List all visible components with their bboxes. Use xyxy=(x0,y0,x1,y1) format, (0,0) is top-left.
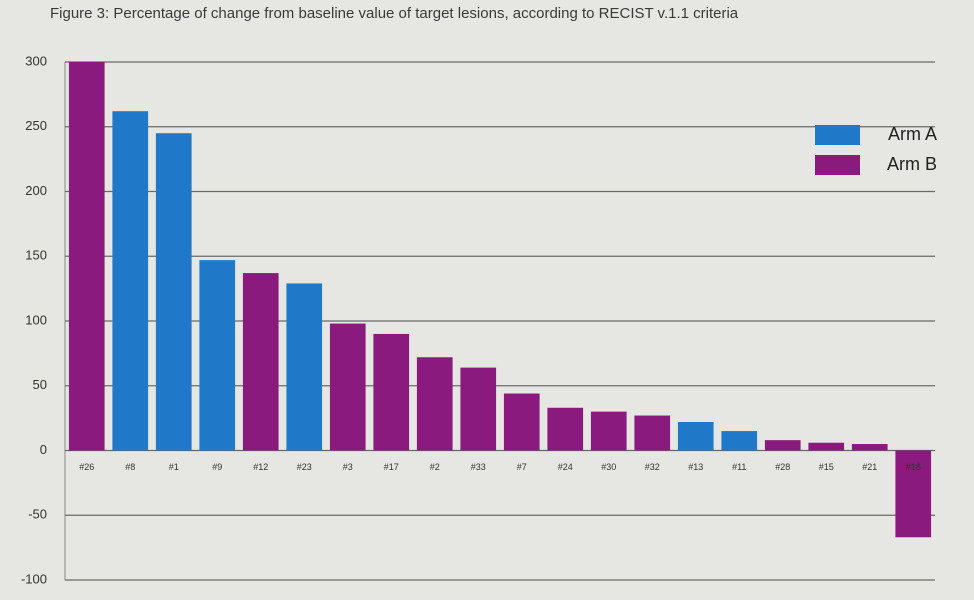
y-tick-label: -100 xyxy=(21,571,47,586)
bar xyxy=(286,283,323,451)
y-tick-label: 0 xyxy=(40,442,47,457)
bar xyxy=(112,111,149,451)
bar xyxy=(416,357,453,451)
legend-label: Arm A xyxy=(888,124,937,144)
x-tick-label: #17 xyxy=(384,462,399,472)
bar xyxy=(68,62,105,451)
x-tick-label: #2 xyxy=(430,462,440,472)
x-tick-label: #15 xyxy=(819,462,834,472)
legend-label: Arm B xyxy=(887,154,937,174)
bar xyxy=(590,411,627,451)
legend-swatch xyxy=(815,125,860,145)
bar xyxy=(460,367,497,451)
bar xyxy=(895,450,932,538)
bar xyxy=(721,431,758,451)
x-tick-label: #7 xyxy=(517,462,527,472)
x-tick-label: #28 xyxy=(775,462,790,472)
x-tick-label: #1 xyxy=(169,462,179,472)
x-tick-label: #12 xyxy=(253,462,268,472)
bar xyxy=(851,444,888,451)
x-tick-label: #18 xyxy=(906,462,921,472)
bar xyxy=(199,260,236,451)
legend-swatch xyxy=(815,155,860,175)
bar xyxy=(677,422,714,451)
y-tick-label: 150 xyxy=(25,248,47,263)
x-tick-label: #11 xyxy=(732,462,746,472)
y-tick-label: 300 xyxy=(25,53,47,68)
bar xyxy=(808,442,845,451)
bar xyxy=(503,393,540,451)
x-tick-label: #30 xyxy=(601,462,616,472)
x-tick-label: #26 xyxy=(79,462,94,472)
y-tick-label: -50 xyxy=(28,507,47,522)
x-tick-label: #24 xyxy=(558,462,573,472)
bar xyxy=(547,407,584,451)
y-tick-label: 100 xyxy=(25,312,47,327)
y-tick-label: 50 xyxy=(33,377,47,392)
bar xyxy=(155,133,192,451)
chart-title: Figure 3: Percentage of change from base… xyxy=(50,5,739,22)
bar xyxy=(329,323,366,451)
x-tick-label: #23 xyxy=(297,462,312,472)
x-tick-label: #33 xyxy=(471,462,486,472)
x-tick-label: #3 xyxy=(343,462,353,472)
x-tick-label: #8 xyxy=(125,462,135,472)
y-tick-label: 200 xyxy=(25,183,47,198)
x-tick-label: #32 xyxy=(645,462,660,472)
bar xyxy=(242,273,279,451)
bar xyxy=(634,415,671,451)
bar xyxy=(373,333,410,451)
x-tick-label: #21 xyxy=(862,462,877,472)
x-tick-label: #9 xyxy=(212,462,222,472)
y-tick-label: 250 xyxy=(25,118,47,133)
x-tick-label: #13 xyxy=(688,462,703,472)
bar xyxy=(764,440,801,451)
